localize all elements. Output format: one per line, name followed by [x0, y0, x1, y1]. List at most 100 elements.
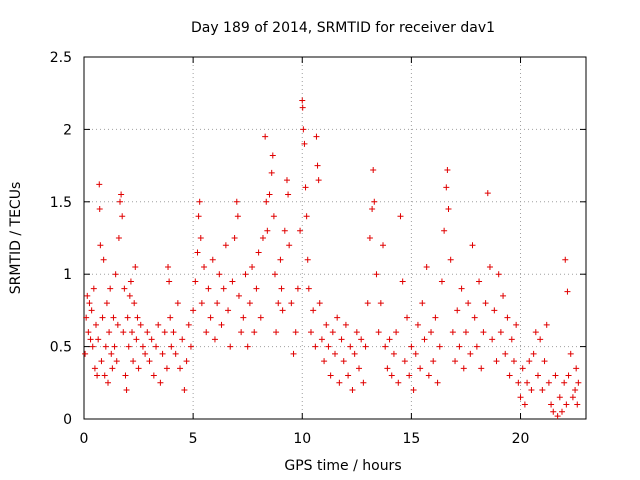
data-point — [96, 181, 103, 188]
data-point — [552, 372, 559, 379]
plot-frame — [83, 56, 587, 420]
data-point — [478, 365, 485, 372]
data-point — [198, 300, 205, 307]
data-point — [371, 198, 378, 205]
data-point — [88, 307, 95, 314]
data-point — [82, 350, 89, 357]
y-tick-label: 1 — [63, 267, 72, 283]
grid — [84, 57, 586, 419]
data-point — [102, 343, 109, 350]
data-point — [130, 358, 137, 365]
data-point — [384, 365, 391, 372]
y-tick-label: 1.5 — [50, 195, 72, 211]
data-point — [255, 249, 262, 256]
data-point — [550, 408, 557, 415]
data-point — [285, 191, 292, 198]
data-point — [482, 300, 489, 307]
data-point — [430, 358, 437, 365]
data-point — [216, 271, 223, 278]
data-point — [242, 271, 249, 278]
data-point — [410, 387, 417, 394]
data-point — [563, 401, 570, 408]
data-point — [388, 372, 395, 379]
data-point — [572, 387, 579, 394]
data-point — [304, 256, 311, 263]
data-point — [336, 379, 343, 386]
data-point — [99, 314, 106, 321]
data-point — [502, 350, 509, 357]
data-point — [87, 336, 94, 343]
data-point — [190, 307, 197, 314]
data-point — [264, 227, 271, 234]
data-point — [310, 307, 317, 314]
data-point — [124, 314, 131, 321]
data-point — [227, 343, 234, 350]
data-point — [573, 365, 580, 372]
data-point — [214, 300, 221, 307]
data-point — [347, 343, 354, 350]
data-point — [302, 184, 309, 191]
data-point — [286, 242, 293, 249]
data-point — [386, 336, 393, 343]
data-point — [414, 321, 421, 328]
data-point — [90, 285, 97, 292]
data-point — [408, 343, 415, 350]
chart-title: Day 189 of 2014, SRMTID for receiver dav… — [191, 20, 495, 36]
data-point — [458, 285, 465, 292]
y-tick-label: 0 — [63, 412, 72, 428]
y-tick-label: 2.5 — [50, 50, 72, 66]
data-point — [543, 321, 550, 328]
data-point — [406, 372, 413, 379]
data-point — [278, 285, 285, 292]
data-point — [177, 365, 184, 372]
data-point — [456, 343, 463, 350]
data-point — [353, 329, 360, 336]
data-point — [132, 263, 139, 270]
data-point — [382, 343, 389, 350]
data-point — [534, 372, 541, 379]
data-point — [417, 365, 424, 372]
data-point — [454, 307, 461, 314]
data-point — [569, 394, 576, 401]
data-point — [135, 365, 142, 372]
x-tick-label: 10 — [293, 431, 311, 447]
data-point — [231, 235, 238, 241]
data-point — [528, 387, 535, 394]
data-point — [562, 256, 569, 263]
data-point — [93, 321, 100, 328]
data-point — [484, 190, 491, 197]
data-point — [517, 394, 524, 401]
data-point — [467, 350, 474, 357]
data-point — [397, 213, 404, 220]
data-point — [530, 350, 537, 357]
data-point — [449, 329, 456, 336]
data-point — [129, 329, 136, 336]
data-point — [423, 263, 430, 270]
data-point — [548, 401, 555, 408]
data-point — [273, 329, 280, 336]
data-point — [172, 350, 179, 357]
data-point — [290, 350, 297, 357]
data-point — [489, 336, 496, 343]
data-point — [445, 206, 452, 213]
data-point — [122, 372, 129, 379]
data-point — [380, 242, 387, 249]
data-point — [434, 379, 441, 386]
data-point — [159, 350, 166, 357]
data-point — [234, 213, 241, 220]
data-point — [395, 379, 402, 386]
data-point — [165, 263, 172, 270]
data-point — [332, 350, 338, 357]
x-axis-title: GPS time / hours — [284, 458, 401, 474]
data-point — [194, 249, 201, 256]
data-point — [486, 263, 493, 270]
x-tick-label: 20 — [512, 431, 530, 447]
data-point — [318, 336, 325, 343]
data-point — [269, 152, 276, 159]
data-point — [196, 198, 203, 205]
data-point — [404, 314, 411, 321]
data-point — [574, 401, 581, 408]
data-point — [349, 387, 356, 394]
data-point — [526, 358, 533, 365]
